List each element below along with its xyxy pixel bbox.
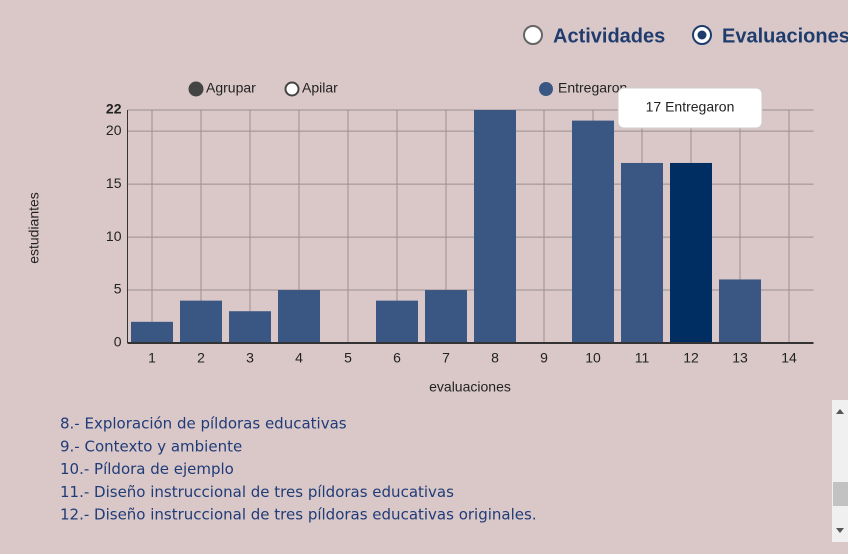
y-axis-label: estudiantes xyxy=(26,192,42,264)
x-tick-label: 11 xyxy=(635,350,650,366)
radio-dot xyxy=(697,30,707,40)
bar[interactable] xyxy=(670,162,712,343)
bar[interactable] xyxy=(131,321,173,343)
y-tick-label: 20 xyxy=(106,122,122,138)
y-tick-label: 0 xyxy=(114,334,122,350)
legend-marker xyxy=(539,82,553,96)
bar[interactable] xyxy=(474,110,516,343)
list-item: 12.- Diseño instruccional de tres píldor… xyxy=(60,506,537,524)
toggle-button[interactable] xyxy=(188,81,204,97)
toggle-button[interactable] xyxy=(284,81,300,97)
list-item: 11.- Diseño instruccional de tres píldor… xyxy=(60,483,454,501)
x-tick-label: 1 xyxy=(148,350,156,366)
tooltip-text: 17 Entregaron xyxy=(646,99,735,115)
bar[interactable] xyxy=(229,311,271,343)
x-tick-label: 2 xyxy=(197,350,205,366)
x-tick-label: 9 xyxy=(540,350,548,366)
x-tick-label: 7 xyxy=(442,350,450,366)
radio-label[interactable]: Actividades xyxy=(553,25,665,47)
x-tick-label: 3 xyxy=(246,350,254,366)
x-tick-label: 10 xyxy=(585,350,601,366)
bar[interactable] xyxy=(278,290,320,343)
list-item: 9.- Contexto y ambiente xyxy=(60,437,242,455)
y-tick-label: 5 xyxy=(114,281,122,297)
scroll-down[interactable] xyxy=(836,528,844,533)
list-item: 10.- Píldora de ejemplo xyxy=(60,460,234,478)
bar[interactable] xyxy=(621,162,663,343)
radio-label[interactable]: Evaluaciones xyxy=(722,25,848,47)
y-tick-label: 15 xyxy=(106,175,122,191)
radio-button[interactable] xyxy=(523,25,543,45)
list-item: 8.- Exploración de píldoras educativas xyxy=(60,415,347,433)
legend-label: Entregaron xyxy=(558,80,627,96)
bar[interactable] xyxy=(572,120,614,343)
x-tick-label: 13 xyxy=(732,350,748,366)
scrollbar[interactable] xyxy=(832,400,848,542)
y-tick-label: 10 xyxy=(106,228,122,244)
x-tick-label: 12 xyxy=(683,350,699,366)
x-tick-label: 4 xyxy=(295,350,303,366)
bar[interactable] xyxy=(719,279,761,343)
x-axis-label: evaluaciones xyxy=(429,379,511,395)
bar[interactable] xyxy=(376,300,418,343)
y-tick-label: 22 xyxy=(106,101,122,117)
bar[interactable] xyxy=(180,300,222,343)
toggle-label[interactable]: Agrupar xyxy=(206,80,256,96)
bar[interactable] xyxy=(425,290,467,343)
x-tick-label: 6 xyxy=(393,350,401,366)
tooltip xyxy=(617,87,763,129)
scrollbar-thumb[interactable] xyxy=(833,482,848,506)
toggle-label[interactable]: Apilar xyxy=(302,80,338,96)
x-tick-label: 8 xyxy=(491,350,499,366)
x-tick-label: 5 xyxy=(344,350,352,366)
x-tick-label: 14 xyxy=(781,350,797,366)
scroll-up[interactable] xyxy=(836,409,844,414)
